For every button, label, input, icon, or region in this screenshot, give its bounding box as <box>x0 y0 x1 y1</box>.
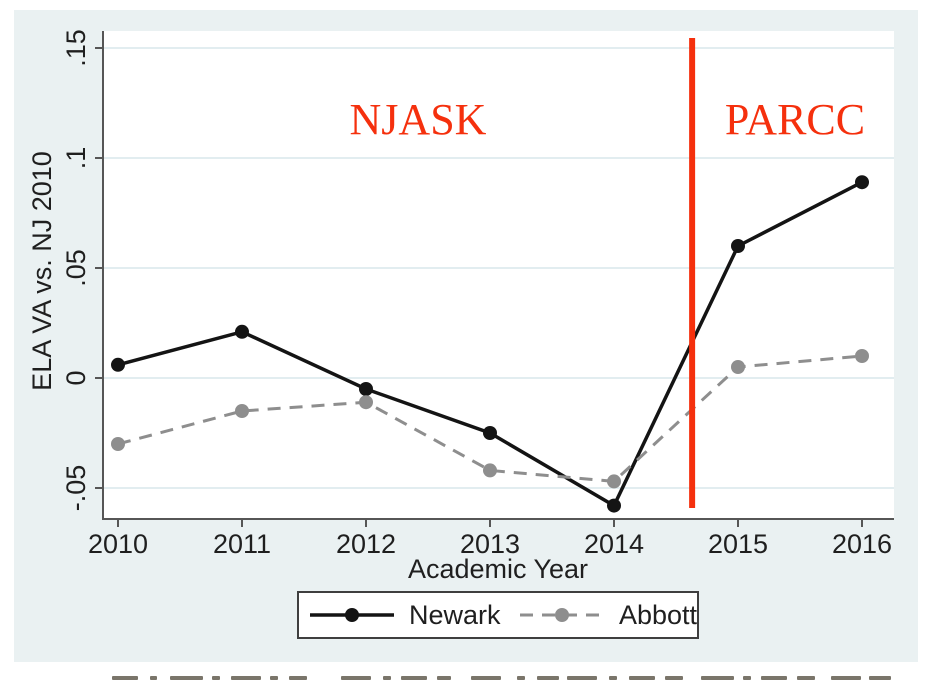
abbott-data-point <box>855 349 869 363</box>
cropped-letter-top <box>609 676 617 680</box>
cropped-letter-top <box>797 676 815 680</box>
x-axis-title: Academic Year <box>408 554 588 584</box>
cropped-letter-top <box>537 676 559 680</box>
cropped-text-tops <box>112 676 891 680</box>
cropped-letter-top <box>517 676 525 680</box>
y-axis-title: ELA VA vs. NJ 2010 <box>27 151 57 391</box>
cropped-letter-top <box>341 676 371 680</box>
abbott-data-point <box>111 437 125 451</box>
x-tick-label: 2011 <box>213 529 271 559</box>
x-tick-label: 2015 <box>708 529 768 559</box>
abbott-data-point <box>235 404 249 418</box>
y-tick-label: .15 <box>61 29 91 67</box>
cropped-letter-top <box>437 676 451 680</box>
legend-label-newark: Newark <box>409 600 501 630</box>
cropped-letter-top <box>629 676 655 680</box>
x-axis-ticks: 2010 2011 2012 2013 2014 2015 2016 <box>88 519 892 559</box>
cropped-letter-top <box>212 676 220 680</box>
cropped-letter-top <box>567 676 597 680</box>
cropped-letter-top <box>170 676 203 680</box>
x-tick-label: 2016 <box>832 529 892 559</box>
cropped-letter-top <box>869 676 891 680</box>
newark-data-point <box>855 175 869 190</box>
newark-data-point <box>731 239 745 253</box>
y-tick-label: -.05 <box>61 465 91 512</box>
cropped-letter-top <box>831 676 861 680</box>
newark-data-point <box>235 324 249 339</box>
cropped-letter-top <box>231 676 261 680</box>
cropped-letter-top <box>383 676 391 680</box>
legend: Newark Abbott <box>297 591 699 639</box>
abbott-data-point <box>483 463 497 478</box>
cropped-letter-top <box>270 676 278 680</box>
x-tick-label: 2014 <box>584 529 644 559</box>
newark-data-point <box>607 498 621 513</box>
legend-sample-abbott-marker <box>555 608 569 622</box>
x-tick-label: 2012 <box>336 529 396 559</box>
cropped-letter-top <box>471 676 501 680</box>
y-tick-label: .05 <box>61 249 91 287</box>
newark-data-point <box>483 426 497 440</box>
cropped-letter-top <box>761 676 787 680</box>
cropped-letter-top <box>289 676 307 680</box>
newark-data-point <box>359 382 373 396</box>
y-tick-label: 0 <box>61 370 91 385</box>
cropped-letter-top <box>150 676 157 680</box>
x-tick-label: 2013 <box>460 529 520 559</box>
cropped-letter-top <box>743 676 751 680</box>
y-axis-ticks: .15 .1 .05 0 -.05 <box>61 29 103 511</box>
legend-sample-newark-marker <box>345 608 359 622</box>
era-label-parcc: PARCC <box>725 95 865 144</box>
abbott-data-point <box>359 395 373 410</box>
data-series <box>111 175 869 513</box>
cropped-letter-top <box>701 676 734 680</box>
cropped-letter-top <box>665 676 683 680</box>
cropped-letter-top <box>401 676 427 680</box>
x-tick-label: 2010 <box>88 529 148 559</box>
abbott-data-point <box>731 360 745 374</box>
legend-label-abbott: Abbott <box>619 600 698 630</box>
y-tick-label: .1 <box>61 147 91 170</box>
newark-data-point <box>111 357 125 372</box>
cropped-letter-top <box>112 676 138 680</box>
gridlines <box>104 47 894 489</box>
era-label-njask: NJASK <box>350 95 487 144</box>
abbott-data-point <box>607 474 621 489</box>
